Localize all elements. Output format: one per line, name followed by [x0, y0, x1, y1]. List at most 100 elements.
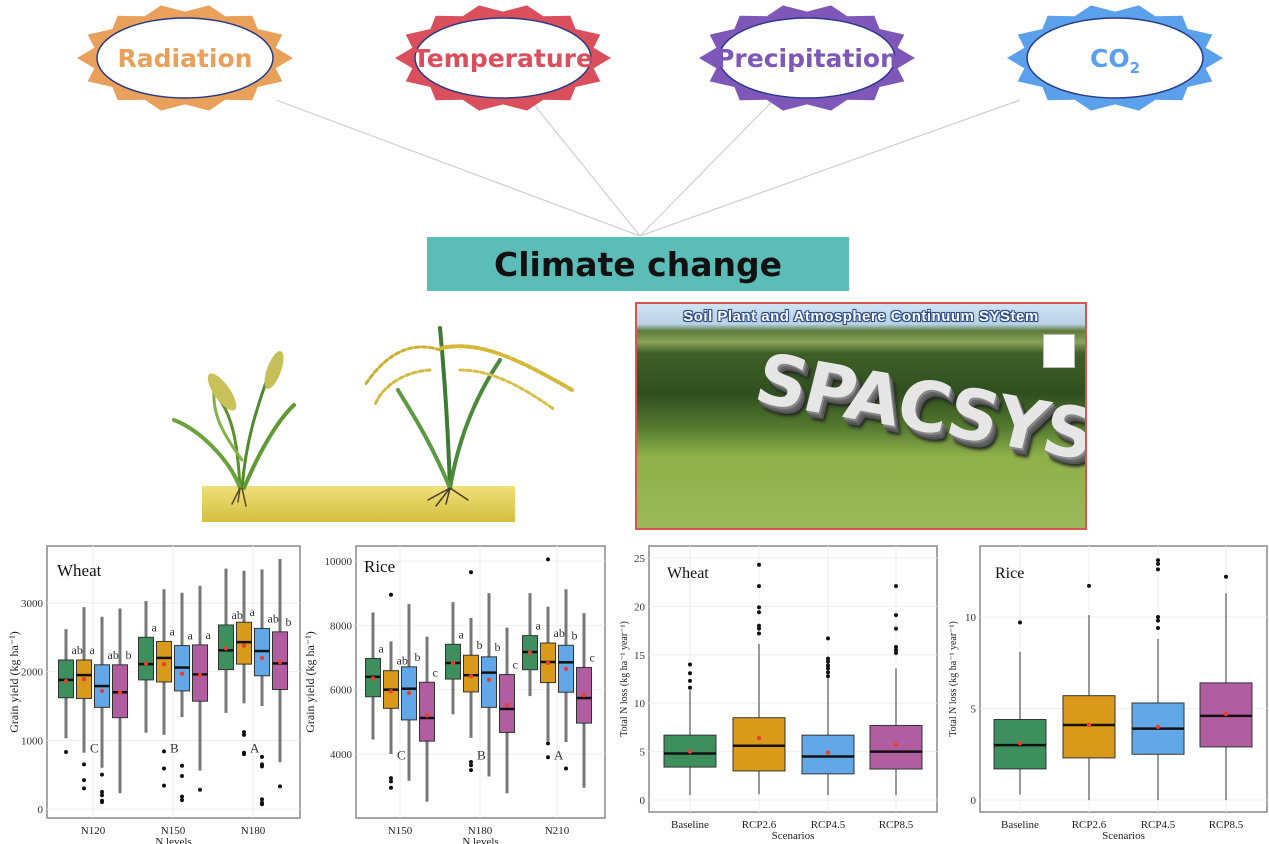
y-tick-label: 10 — [965, 612, 977, 624]
x-axis-label: N levels — [155, 836, 191, 844]
significance-letter: a — [459, 627, 465, 641]
y-tick-label: 1000 — [21, 735, 44, 747]
mean-point — [504, 702, 510, 708]
outlier-point — [688, 671, 692, 676]
significance-letter: c — [590, 650, 595, 664]
significance-letter: ab — [554, 626, 565, 640]
outlier-point — [260, 764, 264, 769]
group-letter: A — [250, 741, 260, 756]
chart-title: Rice — [364, 557, 395, 576]
outlier-point — [100, 789, 104, 794]
outlier-point — [469, 763, 473, 768]
outlier-point — [826, 659, 830, 664]
outlier-point — [162, 749, 166, 754]
significance-letter: a — [379, 641, 385, 655]
outlier-point — [1156, 558, 1160, 563]
group-letter: C — [397, 748, 406, 763]
outlier-point — [894, 650, 898, 655]
badge-ellipse — [718, 17, 896, 99]
outlier-point — [469, 570, 473, 575]
outlier-point — [389, 785, 393, 790]
outlier-point — [389, 779, 393, 784]
badge-radiation: Radiation — [77, 5, 293, 111]
mean-point — [527, 650, 533, 655]
outlier-point — [469, 760, 473, 765]
mean-point — [370, 676, 376, 681]
y-tick-label: 10000 — [325, 556, 353, 568]
mean-point — [241, 643, 247, 648]
mean-point — [1017, 741, 1023, 746]
outlier-point — [826, 670, 830, 675]
outlier-point — [757, 610, 761, 615]
y-axis-label: Total N loss (kg ha⁻¹ year⁻¹) — [948, 621, 959, 737]
outlier-point — [180, 763, 184, 768]
mean-point — [1155, 724, 1161, 729]
outlier-point — [1087, 583, 1091, 588]
outlier-point — [82, 786, 86, 791]
significance-letter: ab — [108, 648, 119, 662]
mean-point — [259, 655, 265, 661]
y-tick-label: 8000 — [330, 620, 353, 632]
significance-letter: ab — [72, 643, 83, 657]
x-tick-label: N180 — [468, 825, 493, 837]
outlier-point — [260, 754, 264, 759]
chart-title: Wheat — [667, 565, 709, 582]
box — [463, 654, 479, 693]
mean-point — [197, 672, 203, 678]
mean-point — [223, 646, 229, 651]
y-tick-label: 10 — [634, 698, 646, 710]
y-tick-label: 5 — [640, 747, 646, 759]
x-tick-label: RCP4.5 — [811, 819, 846, 831]
significance-letter: b — [495, 640, 501, 654]
outlier-point — [242, 752, 246, 757]
mean-point — [545, 660, 551, 666]
outlier-point — [180, 794, 184, 799]
badge-label: Radiation — [118, 44, 253, 73]
significance-letter: b — [286, 615, 292, 629]
soil-bar — [202, 486, 515, 522]
outlier-point — [1224, 574, 1228, 579]
outlier-point — [894, 613, 898, 618]
outlier-point — [64, 750, 68, 755]
y-tick-label: 0 — [640, 795, 646, 807]
outlier-point — [180, 798, 184, 803]
x-tick-label: RCP8.5 — [879, 819, 914, 831]
box — [801, 734, 855, 775]
outlier-point — [260, 802, 264, 807]
x-tick-label: Baseline — [1001, 819, 1039, 831]
x-tick-label: RCP2.6 — [742, 819, 777, 831]
mean-point — [581, 692, 587, 698]
outlier-point — [826, 656, 830, 661]
badge-ellipse — [96, 17, 274, 99]
plot-frame — [648, 545, 938, 813]
mean-point — [450, 660, 456, 666]
badge-ellipse — [1026, 17, 1204, 99]
outlier-point — [894, 626, 898, 631]
box — [481, 656, 497, 708]
institution-logo — [1043, 334, 1075, 368]
spacsys-name: SPACSYS — [747, 337, 1087, 477]
box — [732, 717, 786, 772]
x-tick-label: RCP2.6 — [1072, 819, 1107, 831]
outlier-point — [757, 626, 761, 631]
outlier-point — [162, 766, 166, 771]
spacsys-model-image: Soil Plant and Atmosphere Continuum SYSt… — [635, 302, 1087, 530]
y-tick-label: 6000 — [330, 685, 353, 697]
significance-letter: a — [250, 605, 256, 619]
mean-point — [277, 659, 283, 665]
y-tick-label: 0 — [971, 795, 977, 807]
outlier-point — [1156, 561, 1160, 566]
badge-label: Precipitation — [716, 44, 898, 73]
mean-point — [388, 689, 394, 694]
y-tick-label: 4000 — [330, 749, 353, 761]
outlier-point — [546, 755, 550, 760]
outlier-point — [757, 623, 761, 628]
outlier-point — [260, 797, 264, 802]
mean-point — [424, 713, 430, 718]
outlier-point — [546, 741, 550, 746]
mean-point — [486, 677, 492, 682]
y-tick-label: 0 — [38, 804, 44, 816]
outlier-point — [688, 685, 692, 690]
outlier-point — [688, 678, 692, 683]
